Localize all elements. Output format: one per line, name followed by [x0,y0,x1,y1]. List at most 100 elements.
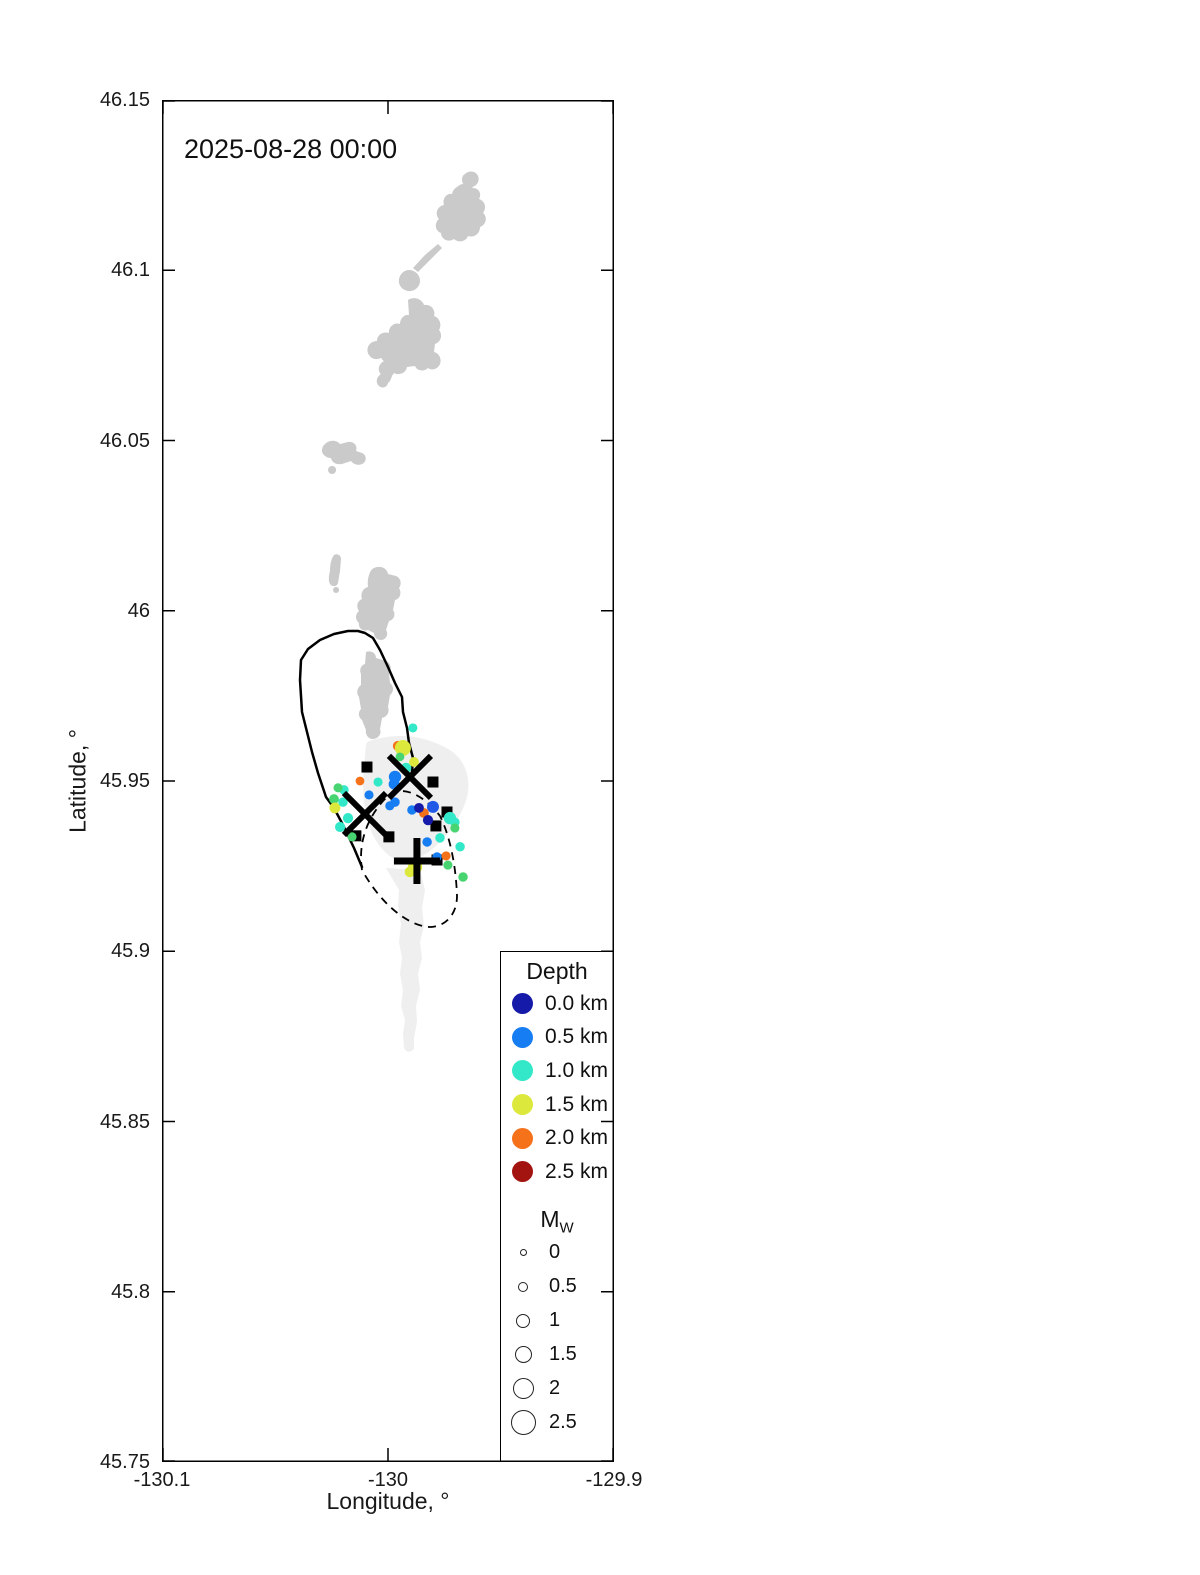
legend-depth-item: 2.5 km [501,1155,613,1189]
legend-mw-label: 2 [549,1377,561,1400]
earthquake-dot [333,783,343,793]
land-blob-small-pair [322,440,366,465]
earthquake-dot [435,833,445,843]
legend-depth-item: 1.0 km [501,1054,613,1088]
plot-svg [162,100,614,1462]
mw-swatch-wrap [509,1378,537,1400]
earthquake-dot [414,802,424,813]
legend-depth-label: 1.0 km [545,1058,609,1082]
earthquake-dot [458,872,468,882]
earthquake-dot [441,851,451,861]
land-blob-mid-tail [376,352,398,388]
mw-size-icon [519,1249,527,1257]
earthquake-dot [334,821,346,833]
axes-box [162,100,614,1462]
legend-depth-label: 0.5 km [545,1025,609,1049]
legend-mw-title: MW [501,1205,613,1237]
x-marker [341,790,389,838]
y-tick-label: 46.15 [99,89,150,111]
depth-swatch-icon [512,1127,533,1149]
earthquake-dot [390,797,400,807]
earthquake-dot [394,739,411,756]
legend-depth-item: 0.0 km [501,987,613,1021]
lava-flow-shape [363,736,469,861]
legend-mw-label: 1 [549,1309,561,1332]
legend-mw-item: 0.5 [501,1270,613,1304]
legend-mw-label: 0 [549,1241,561,1264]
mw-size-icon [512,1378,534,1400]
mw-symbol: M [540,1205,560,1232]
earthquake-dot [395,752,405,762]
station-square [427,776,439,788]
earthquake-dot [455,841,465,852]
earthquake-dot [422,815,434,826]
lava-flow-layer [363,736,469,1052]
depth-swatch-icon [512,1161,533,1183]
y-tick-label: 45.9 [111,940,150,963]
earthquake-dot [422,837,432,847]
chart-title: 2025-08-28 00:00 [184,134,398,164]
land-blob-north [435,183,486,242]
mw-size-icon [518,1281,528,1292]
land-island-in-caldera [357,651,393,739]
station-square [383,831,395,843]
lava-flow-strip [386,868,425,1052]
earthquake-dot [404,866,416,878]
legend-mw-label: 2.5 [549,1411,577,1434]
land-blob-strand-end [398,270,420,292]
depth-swatch-icon [512,993,533,1015]
land-layer [322,171,486,739]
mw-swatch-wrap [509,1249,537,1257]
eruption-outline-dashed [360,790,458,928]
legend-mw-item: 2.5 [501,1406,613,1440]
land-strand [413,244,442,272]
earthquake-dot [409,757,419,767]
legend-depth-label: 1.5 km [545,1092,609,1116]
legend-depth-label: 2.0 km [545,1126,609,1150]
y-tick-label: 46 [127,599,150,622]
legend-depth-label: 0.0 km [545,991,609,1015]
land-dot-small [328,466,337,474]
x-tick-label: -130 [367,1469,409,1491]
earthquake-dot [338,797,348,807]
earthquake-dot [373,777,383,787]
x-tick-label: -130.1 [133,1469,191,1491]
mw-swatch-wrap [509,1346,537,1364]
station-square [430,820,442,832]
x-marker [386,753,434,801]
legend-depth-item: 1.5 km [501,1088,613,1122]
mw-size-icon [514,1346,532,1364]
station-square [361,761,373,773]
earthquake-dot [329,802,341,814]
legend-mw-label: 1.5 [549,1343,577,1366]
mw-size-icon [510,1410,536,1436]
land-mass-upper-rift [356,566,401,640]
mw-subscript: W [559,1219,574,1237]
y-tick-label: 46.1 [111,259,150,282]
caldera-outline [298,629,415,869]
y-tick-label: 45.85 [99,1110,150,1133]
mw-swatch-wrap [509,1281,537,1292]
legend-mw-item: 1.5 [501,1338,613,1372]
mw-size-icon [516,1313,530,1328]
land-blob-top-small [462,171,479,188]
earthquake-dot [408,723,418,733]
legend-mw-items: 0 0.5 1 1.5 2 2.5 [501,1236,613,1440]
legend-mw-item: 0 [501,1236,613,1270]
earthquake-dot [364,790,374,800]
legend: Depth 0.0 km 0.5 km 1.0 km 1.5 km 2.0 km 2.5 … [500,951,614,1462]
earthquake-dot [342,813,354,824]
earthquake-dot [443,860,453,870]
earthquake-dot [450,823,460,833]
station-square [441,806,453,818]
y-tick-label: 45.95 [99,770,150,792]
xaxis-label: Longitude, ° [326,1488,450,1514]
y-tick-label: 46.05 [99,429,150,452]
legend-depth-title: Depth [526,958,588,984]
legend-depth-items: 0.0 km 0.5 km 1.0 km 1.5 km 2.0 km 2.5 km [501,987,613,1189]
legend-depth-label: 2.5 km [545,1159,609,1183]
depth-swatch-icon [512,1094,533,1116]
x-tick-label: -129.9 [585,1469,643,1491]
legend-depth-item: 2.0 km [501,1121,613,1155]
